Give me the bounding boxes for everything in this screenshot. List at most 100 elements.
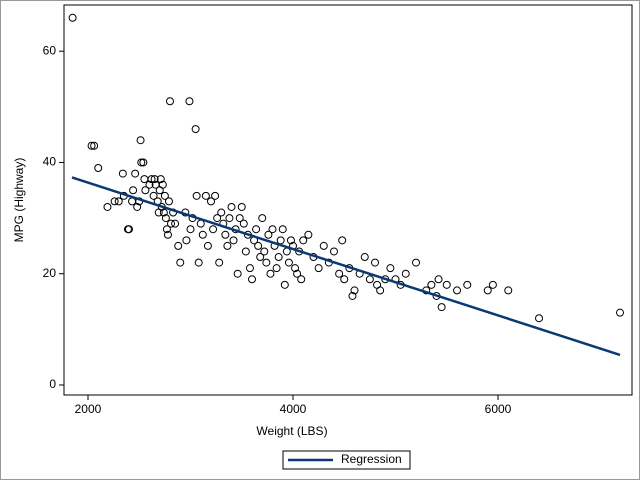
point (147, 175, 156, 184)
point (254, 241, 263, 250)
point (463, 280, 472, 289)
point (335, 269, 344, 278)
point (504, 286, 513, 295)
point (239, 219, 248, 228)
point (186, 225, 195, 234)
point (227, 202, 236, 211)
point (191, 125, 200, 134)
point (258, 214, 267, 223)
legend-box (282, 450, 411, 470)
point (437, 303, 446, 312)
point (68, 13, 77, 22)
point (164, 197, 173, 206)
point (483, 286, 492, 295)
point (278, 225, 287, 234)
point (252, 225, 261, 234)
point (129, 186, 138, 195)
point (159, 208, 168, 217)
x-tick-label: 6000 (485, 402, 512, 416)
point (348, 291, 357, 300)
point (304, 230, 313, 239)
point (158, 180, 167, 189)
point (118, 169, 127, 178)
point (161, 214, 170, 223)
point (264, 230, 273, 239)
point (535, 314, 544, 323)
point (94, 164, 103, 173)
point (203, 241, 212, 250)
point (139, 158, 148, 167)
point (133, 202, 142, 211)
point (171, 219, 180, 228)
point (330, 247, 339, 256)
point (386, 264, 395, 273)
point (266, 269, 275, 278)
point (442, 280, 451, 289)
point (137, 158, 146, 167)
legend-label: Regression (341, 452, 402, 466)
point (174, 241, 183, 250)
point (136, 136, 145, 145)
point (401, 269, 410, 278)
point (319, 241, 328, 250)
point (156, 175, 165, 184)
x-axis-label: Weight (LBS) (256, 424, 327, 438)
point (260, 247, 269, 256)
point (453, 286, 462, 295)
point (90, 141, 99, 150)
point (87, 141, 96, 150)
point (114, 197, 123, 206)
point (150, 175, 159, 184)
point (248, 275, 257, 284)
point (299, 236, 308, 245)
point (217, 208, 226, 217)
point (360, 253, 369, 262)
point (291, 264, 300, 273)
point (163, 230, 172, 239)
point (235, 214, 244, 223)
point (165, 97, 174, 106)
point (241, 247, 250, 256)
point (412, 258, 421, 267)
point (274, 253, 283, 262)
point (145, 180, 154, 189)
point (229, 236, 238, 245)
x-tick-label: 2000 (75, 402, 102, 416)
point (201, 191, 210, 200)
point (167, 219, 176, 228)
point (194, 258, 203, 267)
point (293, 269, 302, 278)
y-tick-label: 0 (49, 377, 56, 391)
x-tick-label: 4000 (280, 402, 307, 416)
regression-line (71, 176, 621, 357)
point (245, 264, 254, 273)
point (434, 275, 443, 284)
point (176, 258, 185, 267)
point (340, 275, 349, 284)
point (206, 197, 215, 206)
point (272, 264, 281, 273)
point (237, 202, 246, 211)
point (376, 286, 385, 295)
point (338, 236, 347, 245)
point (280, 280, 289, 289)
point (284, 258, 293, 267)
point (131, 169, 140, 178)
point (365, 275, 374, 284)
point (185, 97, 194, 106)
point (221, 230, 230, 239)
point (350, 286, 359, 295)
point (233, 269, 242, 278)
plot-frame (63, 4, 633, 396)
point (225, 214, 234, 223)
y-tick-label: 20 (43, 266, 57, 280)
point (213, 214, 222, 223)
point (616, 308, 625, 317)
point (141, 186, 150, 195)
point (182, 236, 191, 245)
point (209, 225, 218, 234)
point (427, 280, 436, 289)
point (488, 280, 497, 289)
point (124, 225, 133, 234)
